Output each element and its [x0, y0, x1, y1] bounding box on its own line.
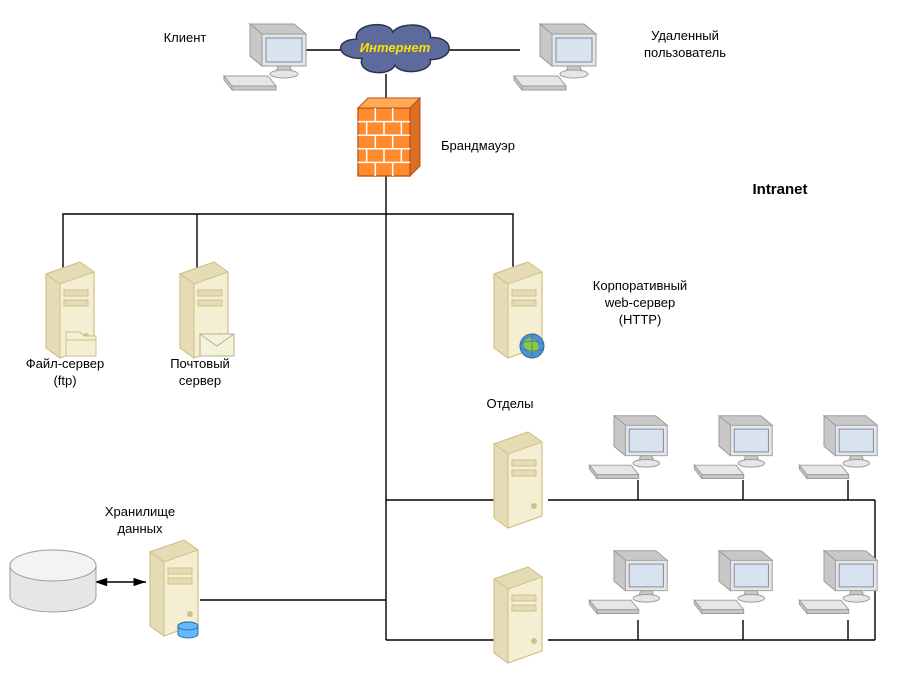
- web_server-label: Корпоративныйweb-сервер(HTTP): [560, 278, 720, 329]
- mail_server-label: Почтовыйсервер: [140, 356, 260, 390]
- firewall-label: Брандмауэр: [418, 138, 538, 155]
- departments-label: Отделы: [450, 396, 570, 413]
- file_server-label: Файл-сервер(ftp): [5, 356, 125, 390]
- network-diagram: Интернет Клиент Удаленныйпользователь Бран…: [0, 0, 918, 692]
- svg-text:Интернет: Интернет: [360, 40, 431, 55]
- client-label: Клиент: [135, 30, 235, 47]
- intranet-label: Intranet: [720, 180, 840, 200]
- storage-label: Хранилищеданных: [80, 504, 200, 538]
- diagram-svg: Интернет: [0, 0, 918, 692]
- remote_user-label: Удаленныйпользователь: [600, 28, 770, 62]
